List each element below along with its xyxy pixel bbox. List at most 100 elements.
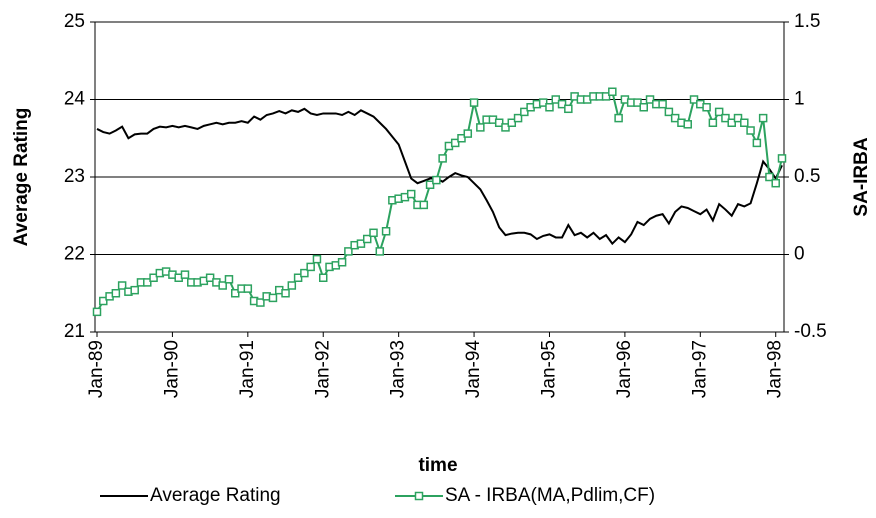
x-tick-label: Jan-98 — [765, 340, 786, 398]
legend-label: Average Rating — [150, 485, 281, 506]
marker — [551, 95, 561, 104]
y2-tick-label: 1.5 — [794, 11, 820, 32]
marker — [362, 234, 372, 244]
marker — [143, 278, 152, 287]
y2-tick-label: 0.5 — [794, 166, 820, 187]
marker — [564, 104, 573, 114]
marker — [633, 98, 642, 107]
marker — [727, 118, 736, 127]
x-tick-label: Jan-92 — [312, 340, 333, 398]
marker — [721, 113, 730, 123]
marker — [740, 118, 749, 127]
marker — [683, 120, 692, 129]
x-tick-label: Jan-95 — [538, 340, 559, 398]
y-axis-title: Average Rating — [11, 108, 32, 247]
marker — [117, 281, 127, 290]
marker — [369, 228, 378, 238]
marker — [664, 107, 674, 117]
marker — [614, 113, 623, 123]
marker — [406, 189, 416, 199]
marker — [92, 307, 102, 317]
marker — [658, 99, 667, 109]
marker — [306, 262, 315, 272]
marker — [752, 138, 762, 148]
y2-tick-label: 1 — [794, 89, 805, 110]
marker — [218, 281, 227, 290]
marker — [381, 227, 391, 236]
marker — [419, 200, 429, 210]
marker — [99, 296, 108, 306]
marker — [469, 98, 479, 107]
marker — [293, 273, 303, 282]
marker — [438, 154, 447, 163]
legend-label: SA - IRBA(MA,Pdlim,CF) — [445, 485, 655, 506]
marker — [689, 95, 699, 104]
marker — [300, 268, 309, 278]
marker — [268, 293, 278, 303]
marker — [180, 270, 190, 279]
y-tick-label: 21 — [64, 321, 85, 342]
marker — [777, 154, 787, 163]
marker — [432, 175, 441, 185]
marker — [344, 247, 353, 256]
marker — [765, 172, 774, 182]
x-tick-label: Jan-91 — [237, 340, 258, 398]
marker — [337, 258, 347, 267]
marker — [545, 103, 554, 112]
marker — [771, 178, 780, 188]
marker — [557, 99, 567, 109]
marker — [281, 289, 290, 298]
marker — [507, 118, 517, 127]
marker — [231, 289, 240, 298]
marker — [256, 298, 265, 307]
marker — [513, 113, 523, 123]
marker — [205, 273, 215, 282]
marker — [608, 87, 617, 96]
x-tick-label: Jan-97 — [689, 340, 710, 398]
x-tick-label: Jan-90 — [161, 340, 182, 398]
marker — [287, 281, 297, 290]
marker — [733, 113, 743, 123]
marker — [758, 113, 768, 123]
x-tick-label: Jan-96 — [614, 340, 635, 398]
x-tick-label: Jan-89 — [86, 340, 107, 398]
marker — [224, 275, 234, 284]
marker — [243, 284, 253, 293]
marker — [457, 134, 466, 143]
x-axis-title: time — [418, 455, 457, 476]
marker — [702, 103, 711, 112]
marker — [425, 180, 435, 189]
marker — [356, 239, 366, 248]
marker — [312, 254, 322, 264]
y-tick-label: 22 — [64, 244, 85, 265]
marker — [111, 289, 121, 298]
marker — [670, 113, 680, 123]
marker — [130, 285, 139, 295]
x-tick-label: Jan-93 — [388, 340, 409, 398]
y2-tick-label: 0 — [794, 244, 805, 265]
marker — [746, 126, 755, 135]
marker — [149, 273, 158, 282]
y-tick-label: 24 — [64, 89, 86, 110]
marker — [494, 118, 504, 127]
marker — [714, 107, 724, 117]
legend-marker — [414, 491, 424, 501]
marker — [639, 103, 648, 112]
marker — [708, 118, 718, 127]
marker — [318, 273, 328, 282]
marker — [450, 138, 460, 148]
marker — [520, 107, 529, 117]
y2-axis-title: SA-IRBA — [851, 137, 872, 216]
y2-tick-label: -0.5 — [794, 321, 827, 342]
x-tick-label: Jan-94 — [463, 340, 484, 399]
marker — [645, 95, 655, 104]
marker — [601, 92, 611, 101]
marker — [375, 247, 385, 256]
marker — [501, 123, 510, 132]
marker — [538, 98, 548, 107]
y-tick-label: 25 — [64, 11, 85, 32]
marker — [463, 129, 473, 138]
marker — [476, 123, 485, 132]
y-tick-label: 23 — [64, 166, 85, 187]
